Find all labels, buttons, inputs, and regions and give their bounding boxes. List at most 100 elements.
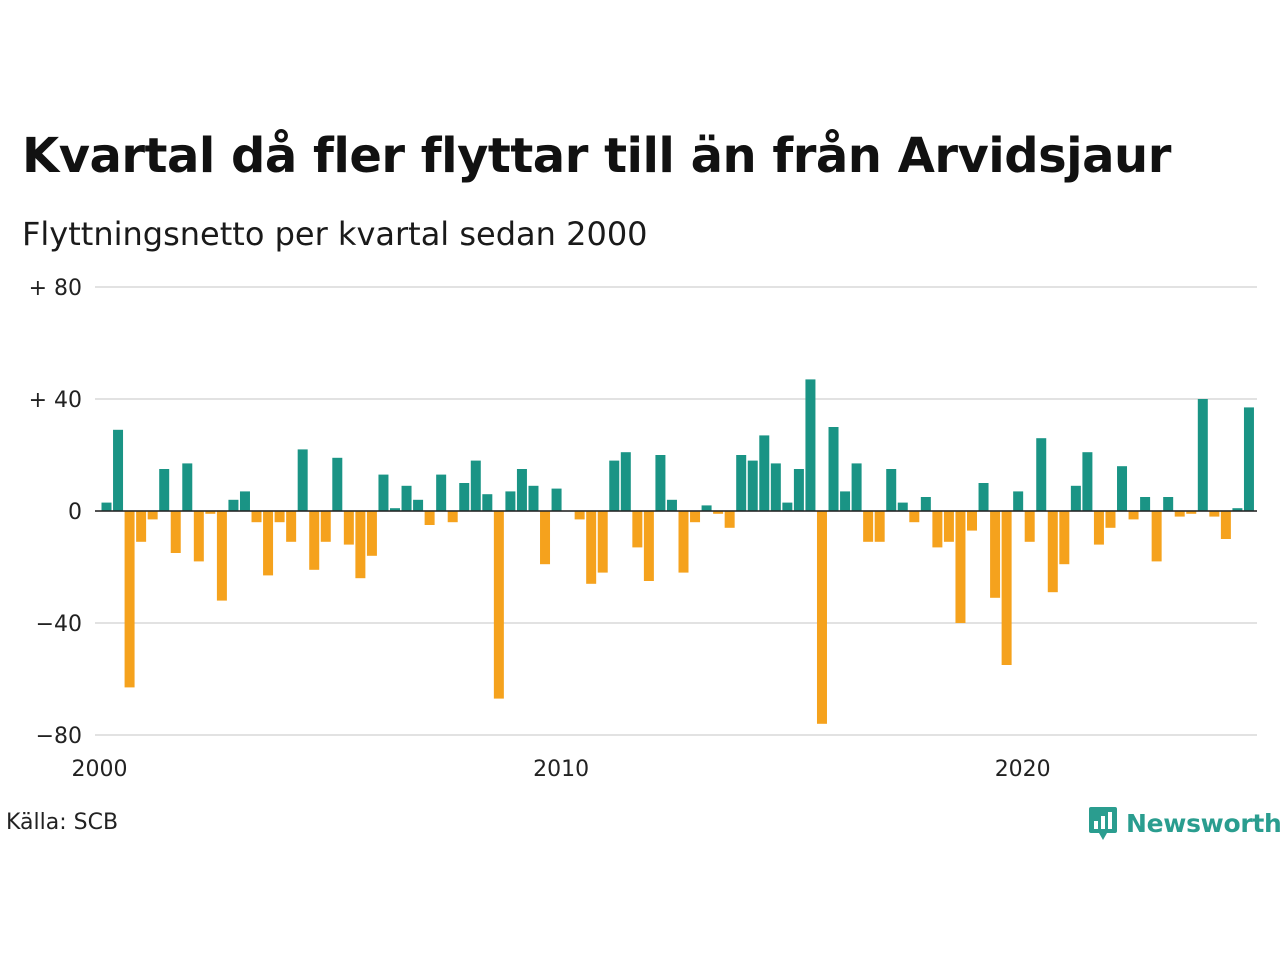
bar	[297, 449, 308, 511]
bar	[343, 511, 354, 545]
bar	[401, 485, 412, 511]
bar	[413, 499, 424, 511]
chart-speech-bubble-icon	[1089, 807, 1117, 840]
bar	[840, 491, 851, 511]
bar	[101, 502, 112, 511]
bar	[1140, 497, 1151, 511]
y-tick-label: −80	[36, 724, 82, 749]
brand-name: Newsworthy	[1126, 808, 1280, 838]
bar	[516, 469, 527, 511]
bar	[1117, 466, 1128, 511]
bar	[782, 502, 793, 511]
bar	[1186, 511, 1197, 514]
bar	[309, 511, 320, 570]
bar	[597, 511, 608, 573]
bar	[909, 511, 920, 523]
y-tick-label: 0	[68, 500, 82, 525]
y-axis-labels: + 80 + 40 0 −40 −80	[29, 276, 82, 749]
bar	[482, 494, 493, 511]
bar	[574, 511, 585, 520]
bar	[932, 511, 943, 548]
bar	[216, 511, 227, 601]
bar-chart: + 80 + 40 0 −40 −80 2000 2010 2020	[29, 276, 1257, 782]
bar	[1082, 452, 1093, 511]
y-tick-label: −40	[36, 612, 82, 637]
bar	[874, 511, 885, 542]
chart-subtitle: Flyttningsnetto per kvartal sedan 2000	[22, 215, 648, 253]
bar	[920, 497, 931, 511]
bar	[678, 511, 689, 573]
x-tick-label: 2010	[533, 757, 589, 782]
bar	[1013, 491, 1024, 511]
bar	[551, 488, 562, 511]
bar	[643, 511, 654, 581]
bar	[793, 469, 804, 511]
bar	[228, 499, 239, 511]
bar	[736, 455, 747, 511]
bar	[886, 469, 897, 511]
bar	[805, 379, 816, 511]
bar	[136, 511, 147, 542]
bar	[540, 511, 551, 565]
bar	[701, 505, 712, 511]
bar	[286, 511, 297, 542]
x-tick-label: 2000	[72, 757, 128, 782]
bar	[170, 511, 181, 553]
bar	[1047, 511, 1058, 593]
bar	[1001, 511, 1012, 665]
y-tick-label: + 80	[29, 276, 82, 301]
bar	[447, 511, 458, 523]
bar	[1243, 407, 1254, 511]
bar	[943, 511, 954, 542]
bar	[863, 511, 874, 542]
bar	[366, 511, 377, 556]
bar	[632, 511, 643, 548]
bar	[251, 511, 262, 523]
bar	[390, 508, 400, 511]
bar	[897, 502, 908, 511]
bar	[655, 455, 666, 511]
bar	[182, 463, 193, 511]
bar	[493, 511, 504, 699]
bar	[666, 499, 677, 511]
x-axis-labels: 2000 2010 2020	[72, 757, 1051, 782]
bar	[147, 511, 158, 520]
bar	[505, 491, 516, 511]
bar	[724, 511, 735, 528]
bar	[759, 435, 770, 511]
bar	[332, 457, 343, 511]
bar	[978, 483, 989, 511]
bar	[1128, 511, 1139, 520]
bar	[193, 511, 204, 562]
bar	[424, 511, 435, 525]
bar	[159, 469, 170, 511]
bar	[1232, 508, 1243, 511]
chart-title: Kvartal då fler flyttar till än från Arv…	[22, 128, 1171, 184]
bar	[1220, 511, 1231, 539]
bar	[378, 474, 389, 511]
bars	[95, 379, 1257, 724]
bar	[586, 511, 597, 584]
bar	[713, 511, 724, 514]
bar	[747, 460, 758, 511]
bar	[470, 460, 481, 511]
bar	[355, 511, 366, 579]
x-tick-label: 2020	[995, 757, 1051, 782]
bar	[1151, 511, 1162, 562]
bar	[1197, 399, 1208, 511]
bar	[1024, 511, 1035, 542]
bar	[990, 511, 1001, 598]
bar	[690, 511, 701, 523]
bar	[1209, 511, 1220, 517]
bar	[1059, 511, 1070, 565]
newsworthy-logo[interactable]: Newsworthy	[1088, 803, 1280, 843]
bar	[620, 452, 631, 511]
bar	[967, 511, 977, 531]
source-label: Källa: SCB	[6, 810, 119, 835]
bar	[1174, 511, 1185, 517]
bar	[263, 511, 274, 576]
bar	[320, 511, 331, 542]
bar	[851, 463, 862, 511]
bar	[205, 511, 216, 514]
bar	[239, 491, 250, 511]
